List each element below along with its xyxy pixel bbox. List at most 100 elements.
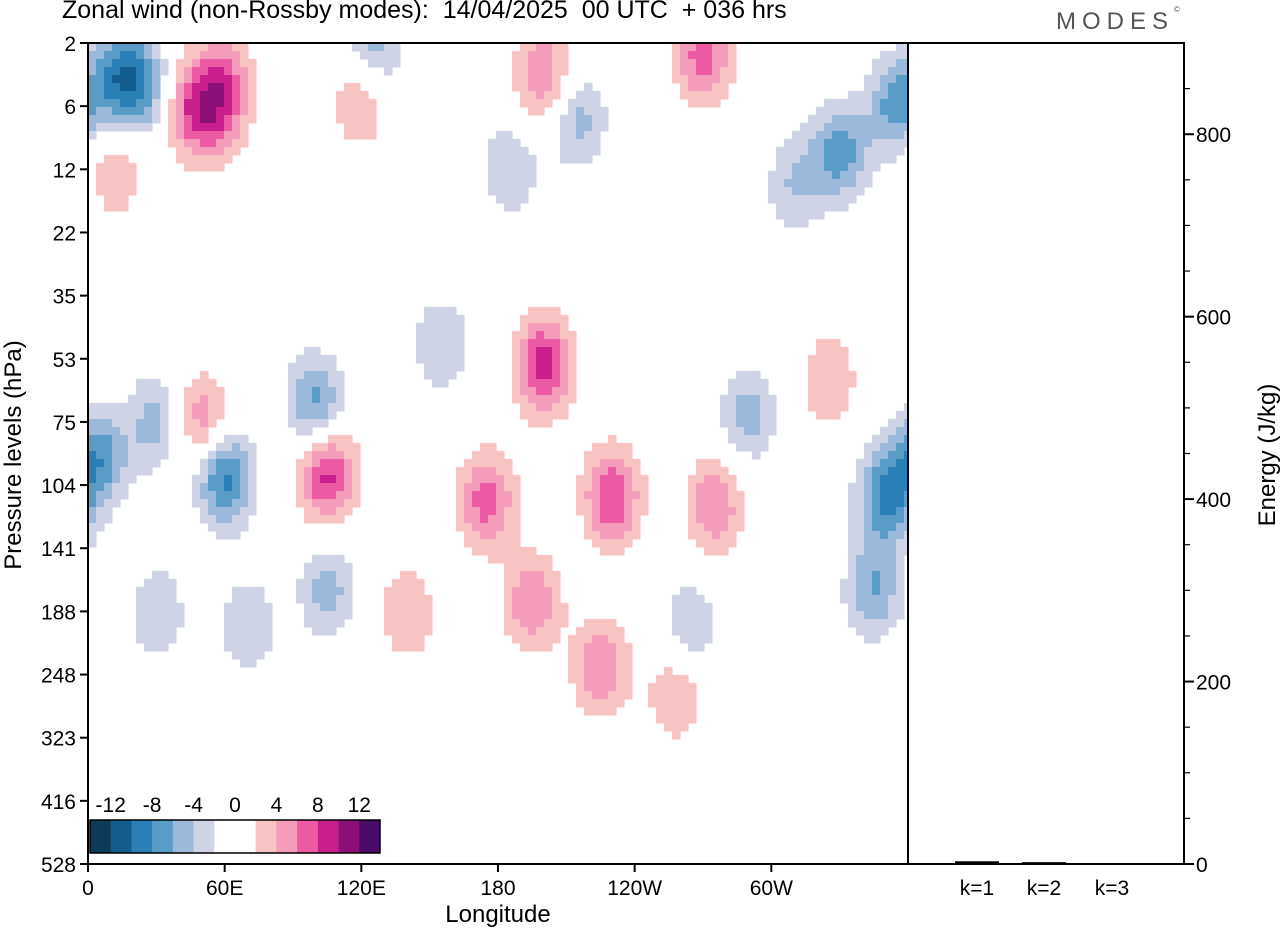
heat-cell bbox=[336, 443, 345, 452]
heat-cell bbox=[864, 611, 873, 620]
heat-cell bbox=[832, 99, 841, 108]
heat-cell bbox=[88, 427, 97, 436]
heat-cell bbox=[112, 99, 121, 108]
heat-cell bbox=[560, 339, 569, 348]
heat-cell bbox=[608, 635, 617, 644]
y-tick-label: 528 bbox=[41, 854, 76, 877]
colorbar-swatch bbox=[110, 820, 132, 853]
heat-cell bbox=[336, 603, 345, 612]
heat-cell bbox=[600, 691, 609, 700]
colorbar-label: 12 bbox=[348, 794, 371, 817]
heat-cell bbox=[584, 675, 593, 684]
heat-cell bbox=[736, 443, 745, 452]
heat-cell bbox=[864, 147, 873, 156]
heat-cell bbox=[232, 515, 241, 524]
heat-cell bbox=[616, 499, 625, 508]
heat-cell bbox=[880, 523, 889, 532]
heat-cell bbox=[160, 411, 169, 420]
heat-cell bbox=[408, 595, 417, 604]
heat-cell bbox=[536, 611, 545, 620]
heat-cell bbox=[792, 195, 801, 204]
heat-cell bbox=[656, 691, 665, 700]
heat-cell bbox=[848, 507, 857, 516]
heat-cell bbox=[360, 99, 369, 108]
heat-cell bbox=[888, 515, 897, 524]
heat-cell bbox=[512, 203, 521, 212]
heat-cell bbox=[592, 707, 601, 716]
colorbar-swatch bbox=[359, 820, 381, 853]
heat-cell bbox=[240, 659, 249, 668]
heat-cell bbox=[808, 203, 817, 212]
heat-cell bbox=[384, 587, 393, 596]
heat-cell bbox=[592, 443, 601, 452]
heat-cell bbox=[144, 619, 153, 628]
heat-cell bbox=[136, 387, 145, 396]
heat-cell bbox=[512, 555, 521, 564]
heat-cell bbox=[576, 131, 585, 140]
heat-cell bbox=[208, 499, 217, 508]
heat-cell bbox=[136, 443, 145, 452]
heat-cell bbox=[896, 467, 905, 476]
heat-cell bbox=[424, 315, 433, 324]
heat-cell bbox=[696, 523, 705, 532]
heat-cell bbox=[848, 595, 857, 604]
heat-cell bbox=[392, 603, 401, 612]
heat-cell bbox=[696, 595, 705, 604]
heat-cell bbox=[512, 187, 521, 196]
heat-cell bbox=[712, 507, 721, 516]
heat-cell bbox=[888, 587, 897, 596]
heat-cell bbox=[184, 51, 193, 60]
heat-cell bbox=[528, 99, 537, 108]
heat-cell bbox=[400, 627, 409, 636]
heat-cell bbox=[768, 171, 777, 180]
heat-cell bbox=[736, 419, 745, 428]
heat-cell bbox=[216, 155, 225, 164]
heat-cell bbox=[800, 147, 809, 156]
heat-cell bbox=[872, 547, 881, 556]
heat-cell bbox=[504, 515, 513, 524]
heat-cell bbox=[632, 491, 641, 500]
heat-cell bbox=[600, 451, 609, 460]
y-tick-label: 323 bbox=[41, 728, 76, 751]
heat-cell bbox=[192, 379, 201, 388]
heat-cell bbox=[248, 467, 257, 476]
heat-cell bbox=[160, 387, 169, 396]
heat-cell bbox=[200, 147, 209, 156]
heat-cell bbox=[160, 627, 169, 636]
bar-category-label: k=1 bbox=[960, 877, 994, 900]
heat-cell bbox=[528, 411, 537, 420]
heat-cell bbox=[224, 475, 233, 484]
heat-cell bbox=[128, 123, 137, 132]
heat-cell bbox=[416, 323, 425, 332]
heat-cell bbox=[528, 307, 537, 316]
heat-cell bbox=[352, 443, 361, 452]
heat-cell bbox=[464, 467, 473, 476]
heat-cell bbox=[192, 419, 201, 428]
heat-cell bbox=[840, 355, 849, 364]
heat-cell bbox=[536, 83, 545, 92]
heat-cell bbox=[824, 179, 833, 188]
heat-cell bbox=[304, 467, 313, 476]
heat-cell bbox=[904, 483, 908, 492]
heat-cell bbox=[104, 123, 113, 132]
heat-cell bbox=[472, 451, 481, 460]
heat-cell bbox=[520, 619, 529, 628]
heat-cell bbox=[376, 59, 385, 68]
heat-cell bbox=[536, 571, 545, 580]
heat-cell bbox=[120, 51, 129, 60]
heat-cell bbox=[184, 419, 193, 428]
heat-cell bbox=[544, 403, 553, 412]
heat-cell bbox=[184, 99, 193, 108]
heat-cell bbox=[584, 83, 593, 92]
heat-cell bbox=[904, 547, 908, 556]
heat-cell bbox=[544, 51, 553, 60]
heat-cell bbox=[856, 171, 865, 180]
heat-cell bbox=[512, 507, 521, 516]
heat-cell bbox=[120, 483, 129, 492]
heat-cell bbox=[608, 451, 617, 460]
heat-cell bbox=[216, 163, 225, 172]
heat-cell bbox=[400, 571, 409, 580]
heat-cell bbox=[680, 75, 689, 84]
heat-cell bbox=[152, 627, 161, 636]
heat-cell bbox=[336, 451, 345, 460]
